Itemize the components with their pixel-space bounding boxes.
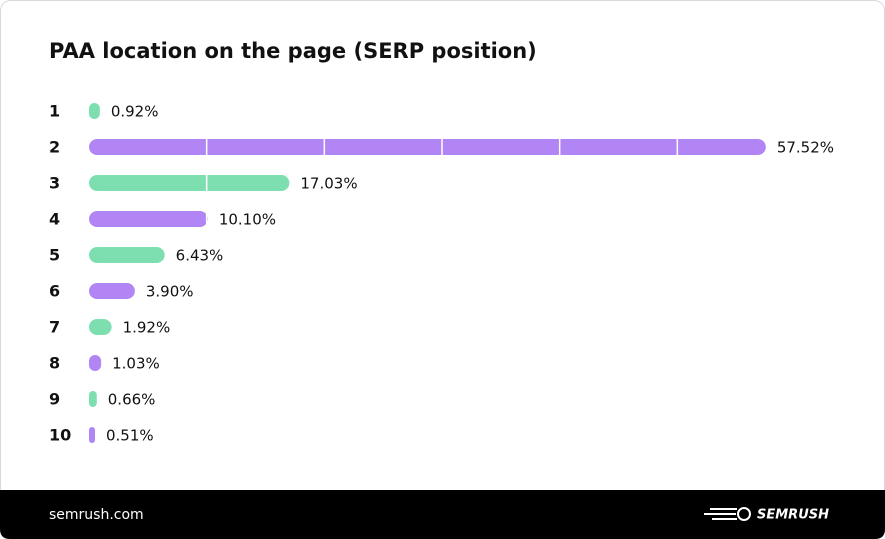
bar — [89, 103, 100, 119]
bar — [89, 319, 112, 335]
value-label: 17.03% — [300, 175, 357, 193]
y-tick-label: 6 — [49, 282, 60, 301]
value-label: 1.92% — [123, 319, 171, 337]
bar — [89, 247, 165, 263]
value-label: 3.90% — [146, 283, 194, 301]
value-label: 0.51% — [106, 427, 154, 445]
bar — [89, 391, 97, 407]
bar — [89, 355, 102, 371]
value-label: 10.10% — [219, 211, 276, 229]
footer-logo: SEMRUSH — [757, 508, 829, 523]
bar — [89, 427, 96, 443]
value-label: 0.92% — [111, 103, 159, 121]
footer-site: semrush.com — [49, 507, 144, 523]
y-tick-label: 9 — [49, 390, 60, 409]
bar — [89, 283, 135, 299]
footer-bar — [0, 490, 885, 539]
value-label: 0.66% — [108, 391, 156, 409]
bar — [89, 139, 766, 155]
value-label: 1.03% — [112, 355, 160, 373]
chart-title: PAA location on the page (SERP position) — [49, 39, 537, 63]
bar — [89, 211, 208, 227]
y-tick-label: 2 — [49, 138, 60, 157]
logo-icon — [704, 507, 751, 521]
y-tick-label: 1 — [49, 102, 60, 121]
y-tick-label: 5 — [49, 246, 60, 265]
value-label: 57.52% — [777, 139, 834, 157]
y-tick-label: 8 — [49, 354, 60, 373]
value-label: 6.43% — [176, 247, 224, 265]
y-tick-label: 4 — [49, 210, 60, 229]
bar — [89, 175, 290, 191]
y-tick-label: 7 — [49, 318, 60, 337]
y-tick-label: 3 — [49, 174, 60, 193]
y-tick-label: 10 — [49, 426, 71, 445]
plot: 1 0.92% 2 57.52% 3 17.03% 4 10.10% 5 6.43% 6 3.90% 7… — [49, 93, 834, 453]
